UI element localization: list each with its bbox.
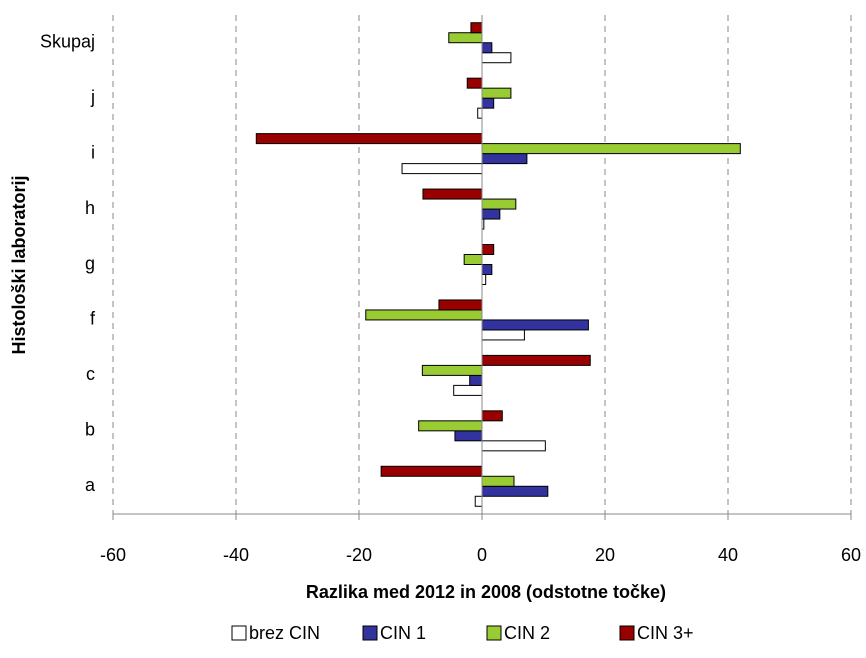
y-tick-label: a	[85, 475, 96, 495]
bar	[421, 364, 483, 376]
bar	[481, 42, 493, 54]
bar	[463, 254, 483, 265]
bar	[255, 133, 483, 145]
legend-swatch	[619, 625, 635, 641]
bar	[466, 77, 483, 89]
bar	[453, 384, 483, 396]
bar	[481, 143, 741, 155]
legend-label: CIN 3+	[637, 623, 694, 643]
bar	[481, 264, 493, 275]
bar	[481, 52, 512, 64]
y-tick-label: c	[86, 364, 95, 384]
bar	[481, 244, 495, 255]
bar	[470, 22, 483, 34]
bar	[481, 354, 591, 366]
bar	[477, 107, 483, 119]
legend-swatch	[362, 625, 378, 641]
bar	[469, 374, 483, 386]
bar	[365, 309, 483, 321]
legend-swatch	[231, 625, 247, 641]
bar	[481, 329, 525, 341]
bar	[481, 274, 487, 285]
y-tick-label: g	[85, 253, 95, 273]
x-tick-label: 60	[841, 545, 861, 565]
legend-swatch	[486, 625, 502, 641]
bar	[454, 430, 483, 442]
x-axis-title: Razlika med 2012 in 2008 (odstotne točke…	[306, 582, 666, 602]
bar	[481, 153, 528, 165]
y-tick-label: j	[90, 87, 95, 107]
bar	[422, 188, 483, 200]
y-tick-label: f	[90, 309, 96, 329]
bar	[474, 495, 483, 507]
x-tick-label: 0	[477, 545, 487, 565]
legend-label: brez CIN	[249, 623, 320, 643]
y-tick-label: Skupaj	[40, 31, 95, 51]
bar	[418, 420, 483, 432]
bar	[481, 208, 501, 220]
x-tick-label: -60	[100, 545, 126, 565]
bar	[481, 475, 515, 487]
y-tick-label: h	[85, 198, 95, 218]
bar	[481, 97, 495, 109]
x-tick-label: -20	[346, 545, 372, 565]
bar	[481, 198, 517, 210]
bar	[448, 32, 483, 44]
bar	[481, 319, 589, 331]
bar	[401, 163, 483, 175]
bar	[438, 299, 483, 311]
y-axis-title: Histološki laboratorij	[9, 175, 29, 354]
x-tick-label: 20	[595, 545, 615, 565]
bar	[380, 465, 483, 477]
y-tick-label: i	[91, 142, 95, 162]
x-tick-label: 40	[718, 545, 738, 565]
bar	[481, 485, 549, 497]
x-tick-label: -40	[223, 545, 249, 565]
legend-label: CIN 1	[380, 623, 426, 643]
bar	[481, 410, 503, 422]
y-tick-label: b	[85, 420, 95, 440]
bar	[481, 440, 546, 452]
legend-label: CIN 2	[504, 623, 550, 643]
bar	[481, 87, 512, 99]
